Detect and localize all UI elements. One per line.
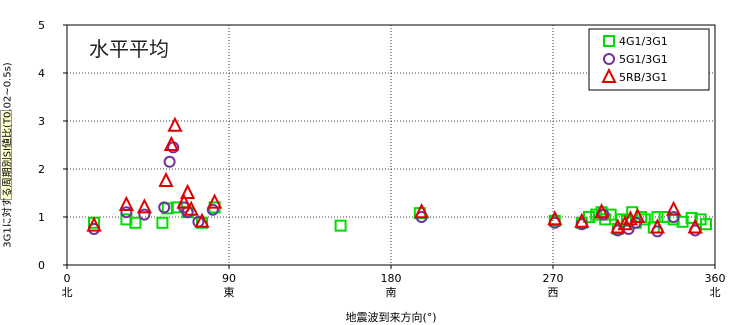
data-point-triangle xyxy=(665,200,682,216)
data-point-circle xyxy=(667,211,680,223)
series-triangle xyxy=(86,116,703,234)
legend-label: 5RB/3G1 xyxy=(619,71,667,84)
y-tick-label: 0 xyxy=(38,259,45,272)
legend-marker-square xyxy=(603,35,615,47)
data-point-triangle xyxy=(413,202,430,219)
direction-label: 南 xyxy=(386,286,397,299)
y-tick-label: 3 xyxy=(38,115,45,128)
legend-marker-circle xyxy=(603,53,615,65)
data-point-triangle xyxy=(158,171,174,187)
y-axis-label-highlight xyxy=(0,110,12,200)
chart-title: 水平平均 xyxy=(89,37,169,61)
y-axis-label: 3G1に対する周期別SI値比(T0.02~0.5s) xyxy=(0,15,14,267)
data-point-triangle xyxy=(194,212,210,228)
data-point-triangle xyxy=(163,135,180,151)
data-point-triangle xyxy=(167,116,183,132)
data-point-triangle xyxy=(547,210,563,226)
data-point-square xyxy=(129,216,142,229)
legend-label: 5G1/3G1 xyxy=(619,53,668,66)
x-tick-label: 270 xyxy=(543,272,564,285)
data-point-square xyxy=(156,216,169,229)
data-point-triangle xyxy=(176,193,192,209)
data-point-circle xyxy=(158,201,171,214)
legend-box xyxy=(588,28,710,91)
data-point-triangle xyxy=(118,195,135,211)
y-tick-label: 5 xyxy=(38,19,45,32)
legend: 4G1/3G1 5G1/3G1 5RB/3G1 xyxy=(588,28,710,91)
data-point-triangle xyxy=(206,193,223,209)
data-point-triangle xyxy=(136,198,153,214)
data-point-square xyxy=(334,219,347,232)
data-point-triangle xyxy=(86,216,102,232)
y-tick-label: 1 xyxy=(38,211,45,224)
direction-label: 東 xyxy=(224,286,235,299)
data-point-triangle xyxy=(649,218,666,234)
y-tick-label: 4 xyxy=(38,67,45,80)
x-tick-label: 180 xyxy=(381,272,402,285)
x-tick-label: 90 xyxy=(222,272,236,285)
data-point-triangle xyxy=(617,214,633,231)
data-point-triangle xyxy=(179,183,196,199)
data-point-triangle xyxy=(593,202,610,219)
data-point-circle xyxy=(138,208,151,221)
legend-label: 4G1/3G1 xyxy=(619,35,668,48)
direction-label: 西 xyxy=(548,286,559,299)
data-point-circle xyxy=(206,203,219,216)
data-point-triangle xyxy=(183,200,199,216)
direction-label: 北 xyxy=(710,286,721,299)
direction-label: 北 xyxy=(62,286,73,299)
x-axis-label: 地震波到来方向(°) xyxy=(345,310,436,324)
data-point-triangle xyxy=(687,218,703,234)
data-point-triangle xyxy=(629,207,646,223)
data-point-triangle xyxy=(574,212,590,228)
data-point-square xyxy=(700,218,712,231)
data-point-circle xyxy=(120,206,133,219)
y-tick-label: 2 xyxy=(38,163,45,176)
x-tick-label: 360 xyxy=(705,272,726,285)
data-point-circle xyxy=(163,155,176,168)
legend-marker-triangle xyxy=(601,67,617,83)
x-tick-label: 0 xyxy=(64,272,71,285)
